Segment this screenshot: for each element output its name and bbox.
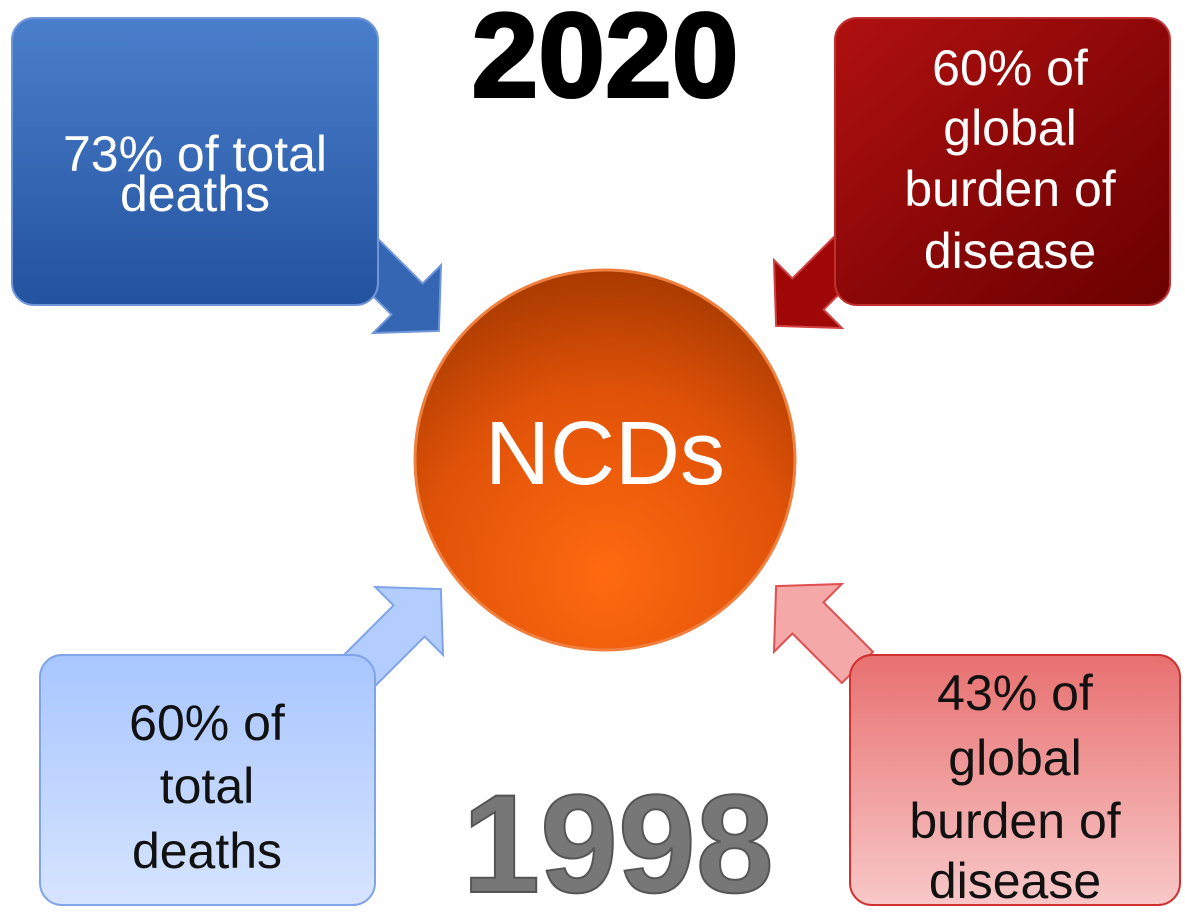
box-text: disease (924, 223, 1096, 279)
box-text: disease (929, 853, 1101, 909)
box-text: deaths (132, 823, 282, 879)
arrow (772, 582, 875, 685)
box-text: deaths (120, 166, 270, 222)
box (11, 17, 379, 306)
box-text: 43% of (937, 665, 1093, 721)
center-label: NCDs (485, 404, 725, 504)
year-bottom: 1998 (462, 765, 773, 914)
box (39, 654, 376, 906)
box-text: total (160, 758, 255, 814)
year-top: 2020 (472, 0, 739, 123)
box-text: 60% of (129, 695, 285, 751)
box-text: 73% of total (63, 126, 327, 182)
box-text: burden of (909, 793, 1120, 849)
box (849, 654, 1181, 906)
center-circle (413, 268, 797, 652)
box (834, 17, 1171, 306)
box-text: global (943, 100, 1076, 156)
box-text: 60% of (932, 40, 1088, 96)
box-text: burden of (904, 161, 1115, 217)
box-text: global (948, 730, 1081, 786)
